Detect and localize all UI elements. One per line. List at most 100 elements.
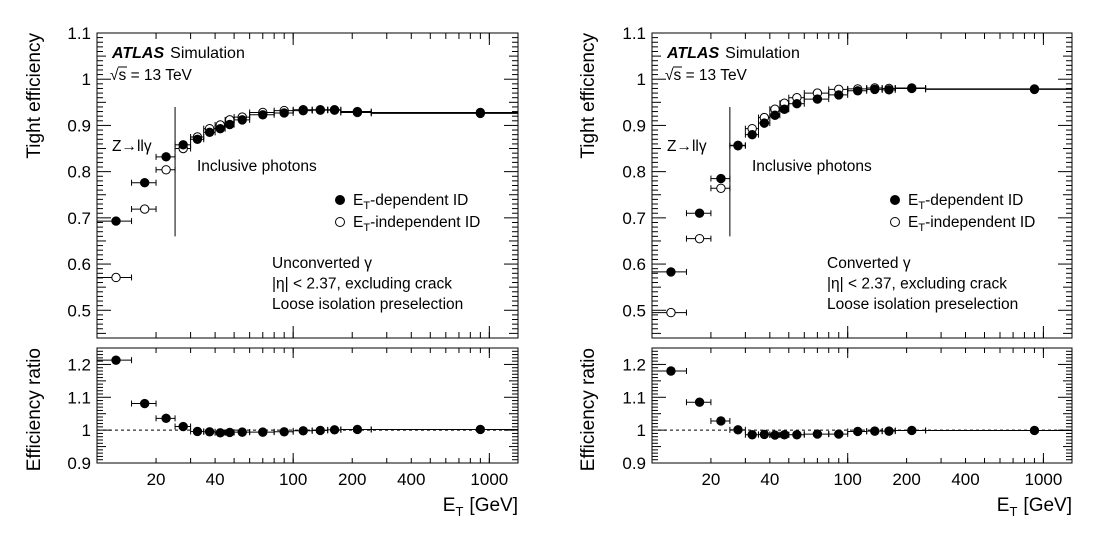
- y-tick-label: 0.8: [622, 163, 646, 182]
- x-axis-title-sub: T: [1009, 504, 1017, 519]
- ratio-point: [666, 366, 676, 376]
- y-tick-label: 0.5: [622, 301, 646, 320]
- legend-marker-open: [890, 217, 900, 227]
- et-dependent-point: [779, 104, 790, 114]
- experiment-label: ATLAS Simulation: [666, 45, 800, 62]
- ratio-point: [161, 413, 171, 424]
- x-tick-label: 20: [701, 470, 720, 489]
- et-dependent-point: [192, 134, 203, 144]
- et-dependent-point: [884, 85, 894, 95]
- simulation-text: Simulation: [170, 45, 245, 62]
- ratio-point: [733, 425, 743, 435]
- x-tick-label: 40: [760, 470, 779, 489]
- et-dependent-point: [694, 208, 705, 218]
- ratio-point: [329, 425, 340, 435]
- legend-label: ET-independent ID: [908, 214, 1035, 234]
- ratio-point: [770, 430, 780, 440]
- legend-label: ET-dependent ID: [908, 192, 1023, 212]
- series-et-dependent: [96, 105, 519, 226]
- ratio-point: [747, 430, 757, 440]
- y-tick-label: 1: [82, 421, 91, 440]
- legend-marker-filled: [890, 195, 900, 205]
- x-tick-label: 1000: [1024, 470, 1062, 489]
- y-tick-label: 1.1: [67, 24, 91, 43]
- et-dependent-point: [215, 123, 225, 134]
- ratio-point: [258, 427, 268, 437]
- y-tick-label: 1: [82, 70, 91, 89]
- x-tick-label: 400: [951, 470, 979, 489]
- et-dependent-point: [161, 152, 171, 162]
- et-dependent-point: [298, 105, 308, 116]
- ratio-point: [475, 424, 486, 435]
- y-tick-label: 0.6: [622, 255, 646, 274]
- region-label-low: Z→llγ: [112, 138, 152, 155]
- ratio-point: [870, 426, 880, 436]
- annotation-line: Converted γ: [827, 255, 911, 272]
- ratio-point: [352, 424, 363, 435]
- bottom-y-axis-title: Efficiency ratio: [24, 348, 45, 471]
- ratio-point: [111, 355, 121, 365]
- atlas-logo-text: ATLAS: [666, 45, 719, 62]
- ratio-point: [792, 430, 802, 440]
- x-tick-label: 200: [338, 470, 366, 489]
- x-axis-title-unit: [GeV]: [1023, 495, 1072, 516]
- et-dependent-point: [315, 105, 325, 115]
- x-tick-label: 20: [147, 470, 166, 489]
- region-label-low: Z→llγ: [667, 138, 707, 155]
- y-tick-label: 0.5: [67, 301, 91, 320]
- ratio-point: [907, 425, 917, 436]
- et-dependent-point: [907, 83, 917, 94]
- x-axis-title-sub: T: [455, 504, 463, 519]
- et-dependent-point: [237, 115, 247, 125]
- ratio-point: [812, 429, 823, 439]
- x-tick-label: 40: [206, 470, 225, 489]
- y-tick-label: 0.7: [622, 209, 646, 228]
- ratio-point: [759, 429, 770, 440]
- ratio-point: [225, 427, 235, 438]
- ratio-point: [853, 426, 863, 437]
- y-tick-label: 0.9: [67, 454, 91, 473]
- x-tick-label: 100: [834, 470, 862, 489]
- bottom-y-axis-title: Efficiency ratio: [578, 348, 599, 471]
- et-independent-point: [694, 233, 705, 244]
- x-axis-title: ET [GeV]: [997, 495, 1072, 519]
- y-tick-label: 1.1: [622, 24, 646, 43]
- x-tick-label: 1000: [470, 470, 508, 489]
- region-label-high: Inclusive photons: [752, 158, 872, 175]
- y-tick-label: 1.1: [622, 388, 646, 407]
- y-tick-label: 0.9: [622, 454, 646, 473]
- et-dependent-point: [139, 178, 150, 188]
- ratio-point: [694, 397, 705, 407]
- et-dependent-point: [475, 107, 486, 118]
- et-dependent-point: [258, 110, 268, 120]
- x-axis-title: ET [GeV]: [443, 495, 518, 519]
- top-y-axis-title: Tight efficiency: [24, 33, 45, 159]
- y-tick-label: 0.7: [67, 209, 91, 228]
- et-dependent-point: [1029, 84, 1040, 95]
- et-dependent-point: [111, 216, 121, 226]
- annotation-line: Unconverted γ: [272, 255, 372, 272]
- x-tick-label: 100: [279, 470, 307, 489]
- et-dependent-point: [178, 140, 188, 150]
- et-independent-point: [111, 272, 121, 283]
- et-dependent-point: [759, 118, 770, 128]
- ratio-point: [779, 430, 790, 440]
- annotation-line: |η| < 2.37, excluding crack: [827, 276, 1007, 293]
- legend-marker-open: [335, 217, 345, 227]
- annotation-line: Loose isolation preselection: [272, 296, 463, 313]
- et-dependent-point: [329, 105, 340, 115]
- et-dependent-point: [853, 86, 863, 96]
- ratio-point: [192, 426, 203, 437]
- et-dependent-point: [792, 99, 802, 109]
- bottom-plot-frame: [96, 347, 519, 464]
- energy-label: √s = 13 TeV: [665, 67, 748, 84]
- y-tick-label: 0.6: [67, 255, 91, 274]
- panel-unconverted: 20 40 100 200 400 1000 ET [GeV] 0.5 0.6 0.7 0.8 0.9 1…: [24, 24, 519, 519]
- atlas-logo-text: ATLAS: [111, 45, 164, 62]
- ratio-point: [884, 426, 894, 436]
- ratio-point: [716, 416, 726, 426]
- ratio-point: [204, 427, 215, 437]
